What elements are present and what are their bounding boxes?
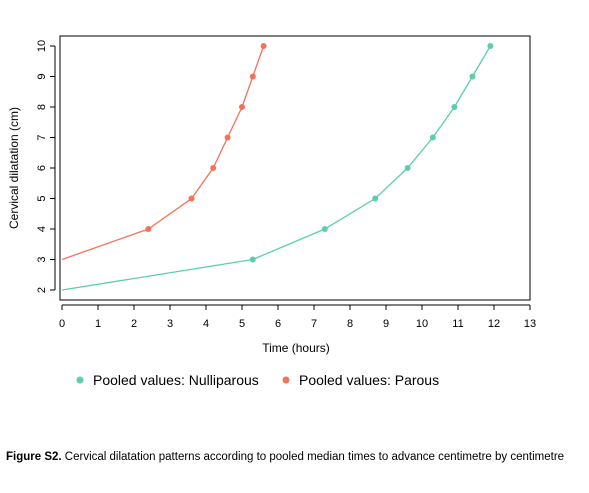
y-tick-label: 5 [36, 195, 48, 201]
plot-points [145, 43, 494, 263]
series-line-1 [61, 45, 265, 261]
caption-text: Cervical dilatation patterns according t… [61, 451, 565, 463]
x-tick-label: 10 [416, 318, 428, 330]
data-point [260, 43, 267, 49]
x-tick-label: 5 [239, 318, 245, 330]
data-point [451, 104, 458, 110]
data-point [321, 226, 328, 232]
x-tick-label: 4 [203, 318, 209, 330]
y-tick-label: 10 [36, 40, 48, 52]
data-point [249, 256, 256, 263]
data-point [249, 73, 256, 80]
y-tick-label: 6 [36, 165, 48, 171]
x-tick-label: 3 [167, 318, 173, 330]
x-tick-label: 7 [311, 318, 317, 330]
y-tick-label: 8 [36, 104, 48, 110]
y-tick-label: 3 [36, 256, 48, 262]
legend-marker-parous [282, 376, 290, 384]
figure-caption: Figure S2. Cervical dilatation patterns … [6, 449, 584, 466]
data-point [404, 165, 411, 171]
series-line-0 [61, 45, 491, 291]
x-tick-label: 1 [95, 318, 101, 330]
data-point [372, 195, 379, 202]
legend-marker-nulliparous [76, 376, 84, 384]
legend-label-parous: Pooled values: Parous [299, 372, 439, 388]
data-point [487, 43, 494, 49]
legend: Pooled values: Nulliparous Pooled values… [76, 372, 439, 388]
y-tick-label: 7 [36, 134, 48, 140]
x-tick-label: 6 [275, 318, 281, 330]
x-tick-label: 0 [59, 318, 65, 330]
data-point [188, 195, 195, 202]
y-tick-label: 4 [36, 226, 48, 232]
y-tick-label: 9 [36, 73, 48, 79]
data-point [210, 165, 217, 171]
x-tick-label: 13 [524, 318, 536, 330]
x-ticks: 0 1 2 3 4 5 6 7 8 9 10 11 12 13 [59, 305, 536, 330]
x-tick-label: 8 [347, 318, 353, 330]
plot-lines [61, 45, 491, 291]
x-tick-label: 11 [452, 318, 463, 330]
x-tick-label: 2 [131, 318, 137, 330]
y-ticks: 2 3 4 5 6 7 8 9 10 [36, 40, 55, 293]
x-tick-label: 9 [383, 318, 389, 330]
data-point [224, 134, 231, 141]
plot-box [59, 35, 531, 301]
data-point [429, 134, 436, 141]
legend-label-nulliparous: Pooled values: Nulliparous [93, 372, 259, 388]
caption-label: Figure S2. [6, 451, 62, 463]
data-point [239, 104, 245, 110]
y-axis-title: Cervical dilatation (cm) [7, 107, 21, 229]
y-tick-label: 2 [36, 287, 48, 293]
data-point [145, 226, 152, 232]
data-point [469, 73, 476, 80]
x-tick-label: 12 [488, 318, 500, 330]
x-axis-title: Time (hours) [262, 341, 330, 355]
